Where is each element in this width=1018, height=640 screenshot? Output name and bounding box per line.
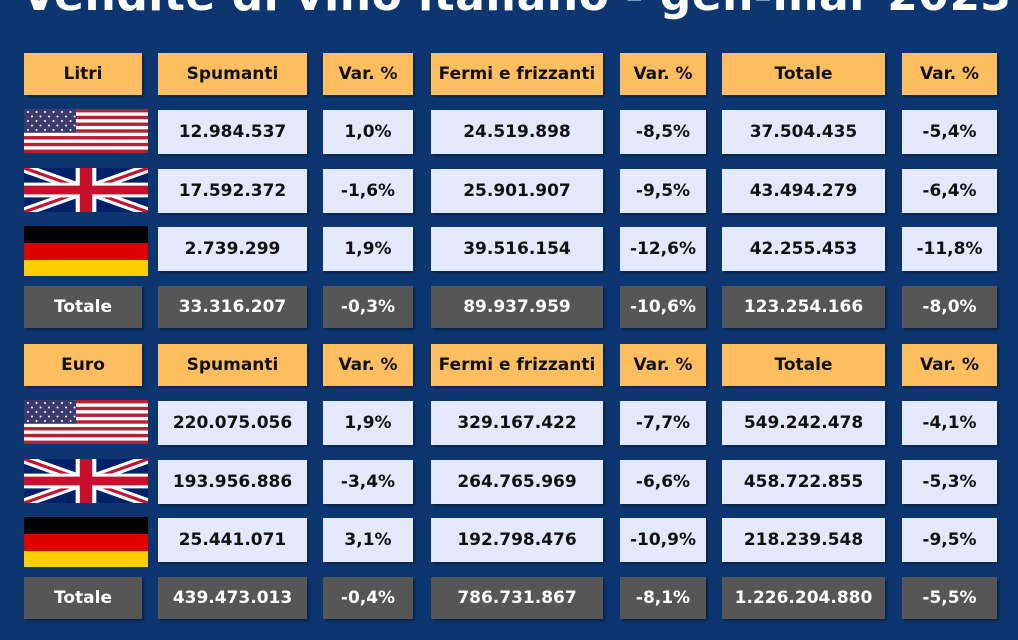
us-flag-icon — [24, 109, 148, 157]
column-header: Spumanti — [158, 344, 307, 386]
column-header: Fermi e frizzanti — [431, 344, 603, 386]
data-cell: 12.984.537 — [158, 110, 307, 154]
column-header: Var. % — [620, 53, 706, 95]
us-flag-icon — [24, 400, 148, 448]
total-cell: 439.473.013 — [158, 577, 307, 619]
column-header: Spumanti — [158, 53, 307, 95]
data-cell: -3,4% — [323, 460, 413, 504]
data-cell: 1,9% — [323, 401, 413, 445]
data-cell: -10,9% — [620, 518, 706, 562]
total-cell: 123.254.166 — [722, 286, 885, 328]
column-header: Fermi e frizzanti — [431, 53, 603, 95]
data-cell: 220.075.056 — [158, 401, 307, 445]
data-cell: 37.504.435 — [722, 110, 885, 154]
data-cell: 24.519.898 — [431, 110, 603, 154]
germany-flag-icon — [24, 226, 148, 280]
data-cell: 458.722.855 — [722, 460, 885, 504]
uk-flag-icon — [21, 164, 151, 216]
column-header: Var. % — [902, 53, 997, 95]
total-cell: -10,6% — [620, 286, 706, 328]
total-cell: 1.226.204.880 — [722, 577, 885, 619]
total-cell: -0,4% — [323, 577, 413, 619]
data-cell: 192.798.476 — [431, 518, 603, 562]
data-cell: -9,5% — [902, 518, 997, 562]
data-cell: 1,9% — [323, 227, 413, 271]
data-cell: -5,3% — [902, 460, 997, 504]
total-cell: -8,0% — [902, 286, 997, 328]
data-cell: -8,5% — [620, 110, 706, 154]
total-cell: 786.731.867 — [431, 577, 603, 619]
total-cell: -8,1% — [620, 577, 706, 619]
data-cell: 25.441.071 — [158, 518, 307, 562]
data-cell: -11,8% — [902, 227, 997, 271]
data-cell: 3,1% — [323, 518, 413, 562]
data-cell: 43.494.279 — [722, 169, 885, 213]
column-header: Totale — [722, 344, 885, 386]
data-cell: -5,4% — [902, 110, 997, 154]
germany-flag-icon — [24, 517, 148, 571]
column-header: Totale — [722, 53, 885, 95]
total-label: Totale — [24, 286, 142, 328]
data-cell: -1,6% — [323, 169, 413, 213]
total-label: Totale — [24, 577, 142, 619]
data-cell: -6,6% — [620, 460, 706, 504]
data-cell: 17.592.372 — [158, 169, 307, 213]
page-title: Vendite di vino italiano - gen-mar 2023 — [22, 0, 1012, 21]
data-cell: 2.739.299 — [158, 227, 307, 271]
column-header: Litri — [24, 53, 142, 95]
data-cell: 264.765.969 — [431, 460, 603, 504]
total-cell: 89.937.959 — [431, 286, 603, 328]
total-cell: -0,3% — [323, 286, 413, 328]
data-cell: 218.239.548 — [722, 518, 885, 562]
column-header: Var. % — [323, 344, 413, 386]
total-cell: 33.316.207 — [158, 286, 307, 328]
data-cell: -4,1% — [902, 401, 997, 445]
data-cell: -6,4% — [902, 169, 997, 213]
data-cell: -12,6% — [620, 227, 706, 271]
data-cell: 329.167.422 — [431, 401, 603, 445]
data-cell: 39.516.154 — [431, 227, 603, 271]
column-header: Euro — [24, 344, 142, 386]
data-cell: -9,5% — [620, 169, 706, 213]
data-cell: 549.242.478 — [722, 401, 885, 445]
data-cell: 42.255.453 — [722, 227, 885, 271]
column-header: Var. % — [323, 53, 413, 95]
column-header: Var. % — [620, 344, 706, 386]
column-header: Var. % — [902, 344, 997, 386]
data-cell: 25.901.907 — [431, 169, 603, 213]
total-cell: -5,5% — [902, 577, 997, 619]
data-cell: -7,7% — [620, 401, 706, 445]
uk-flag-icon — [21, 455, 151, 507]
data-cell: 1,0% — [323, 110, 413, 154]
data-cell: 193.956.886 — [158, 460, 307, 504]
